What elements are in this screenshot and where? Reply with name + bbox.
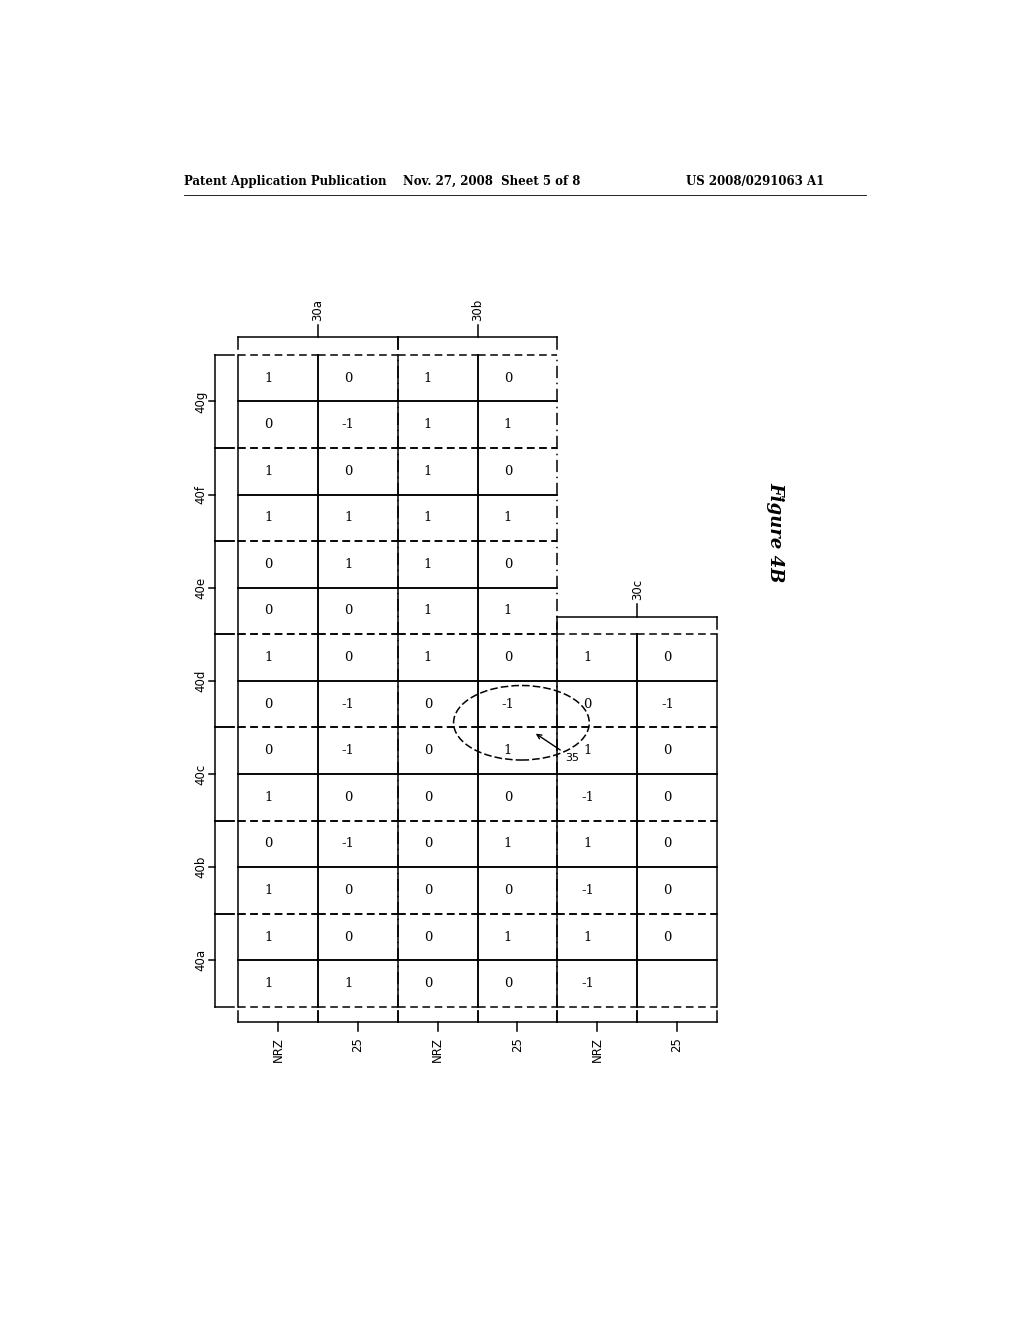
Text: 0: 0 (264, 418, 272, 432)
Text: -1: -1 (342, 744, 354, 758)
Text: 0: 0 (664, 791, 672, 804)
Text: 1: 1 (584, 931, 592, 944)
Text: NRZ: NRZ (591, 1038, 604, 1063)
Text: 35: 35 (537, 734, 580, 763)
Text: Figure 4B: Figure 4B (766, 482, 784, 582)
Text: 30b: 30b (471, 298, 484, 321)
Text: 1: 1 (264, 651, 272, 664)
Text: 1: 1 (504, 418, 512, 432)
Text: 1: 1 (424, 651, 432, 664)
Text: 1: 1 (344, 511, 352, 524)
Text: 0: 0 (264, 698, 272, 710)
Text: 25: 25 (671, 1038, 684, 1052)
Text: 0: 0 (344, 931, 352, 944)
Text: 0: 0 (344, 371, 352, 384)
Text: 1: 1 (504, 511, 512, 524)
Text: 0: 0 (504, 977, 512, 990)
Text: 1: 1 (584, 837, 592, 850)
Text: 0: 0 (264, 837, 272, 850)
Text: 40g: 40g (195, 391, 207, 413)
Text: 1: 1 (504, 837, 512, 850)
Text: 1: 1 (424, 418, 432, 432)
Text: 1: 1 (504, 931, 512, 944)
Text: 0: 0 (424, 837, 432, 850)
Text: 0: 0 (424, 931, 432, 944)
Text: -1: -1 (502, 698, 514, 710)
Text: 30c: 30c (631, 579, 644, 601)
Text: 0: 0 (264, 605, 272, 618)
Text: 0: 0 (664, 837, 672, 850)
Text: 0: 0 (424, 977, 432, 990)
Text: 0: 0 (504, 465, 512, 478)
Text: 0: 0 (584, 698, 592, 710)
Text: Patent Application Publication: Patent Application Publication (183, 176, 386, 187)
Text: -1: -1 (582, 884, 594, 898)
Text: 1: 1 (264, 977, 272, 990)
Text: 40a: 40a (195, 949, 207, 972)
Text: 30a: 30a (311, 298, 325, 321)
Text: 1: 1 (424, 511, 432, 524)
Text: 40d: 40d (195, 669, 207, 692)
Text: 0: 0 (344, 651, 352, 664)
Text: 0: 0 (504, 371, 512, 384)
Text: 0: 0 (664, 651, 672, 664)
Text: 1: 1 (264, 511, 272, 524)
Text: 25: 25 (351, 1038, 365, 1052)
Text: 0: 0 (344, 791, 352, 804)
Text: NRZ: NRZ (271, 1038, 285, 1063)
Text: 0: 0 (344, 884, 352, 898)
Text: 0: 0 (664, 931, 672, 944)
Text: 1: 1 (504, 744, 512, 758)
Text: 1: 1 (424, 465, 432, 478)
Text: 40b: 40b (195, 855, 207, 878)
Text: 0: 0 (504, 558, 512, 570)
Text: 0: 0 (504, 791, 512, 804)
Text: Nov. 27, 2008  Sheet 5 of 8: Nov. 27, 2008 Sheet 5 of 8 (403, 176, 581, 187)
Text: 1: 1 (504, 605, 512, 618)
Text: 1: 1 (264, 931, 272, 944)
Text: 1: 1 (264, 371, 272, 384)
Text: -1: -1 (342, 698, 354, 710)
Text: 0: 0 (424, 698, 432, 710)
Text: 0: 0 (424, 744, 432, 758)
Text: 1: 1 (584, 744, 592, 758)
Text: 25: 25 (511, 1038, 524, 1052)
Text: 0: 0 (504, 884, 512, 898)
Text: 1: 1 (424, 558, 432, 570)
Text: NRZ: NRZ (431, 1038, 444, 1063)
Text: -1: -1 (582, 791, 594, 804)
Text: 0: 0 (664, 744, 672, 758)
Text: 40e: 40e (195, 577, 207, 599)
Text: -1: -1 (582, 977, 594, 990)
Text: 0: 0 (504, 651, 512, 664)
Text: 1: 1 (264, 791, 272, 804)
Text: 1: 1 (344, 558, 352, 570)
Text: -1: -1 (342, 418, 354, 432)
Text: -1: -1 (662, 698, 674, 710)
Text: 0: 0 (344, 605, 352, 618)
Text: 1: 1 (424, 371, 432, 384)
Text: 0: 0 (424, 791, 432, 804)
Text: 0: 0 (424, 884, 432, 898)
Text: 1: 1 (264, 465, 272, 478)
Text: 0: 0 (344, 465, 352, 478)
Text: 1: 1 (264, 884, 272, 898)
Text: 1: 1 (344, 977, 352, 990)
Text: 0: 0 (264, 558, 272, 570)
Text: 0: 0 (664, 884, 672, 898)
Text: 1: 1 (584, 651, 592, 664)
Text: 40f: 40f (195, 484, 207, 504)
Text: 1: 1 (424, 605, 432, 618)
Text: 40c: 40c (195, 763, 207, 784)
Text: 0: 0 (264, 744, 272, 758)
Text: -1: -1 (342, 837, 354, 850)
Text: US 2008/0291063 A1: US 2008/0291063 A1 (686, 176, 824, 187)
